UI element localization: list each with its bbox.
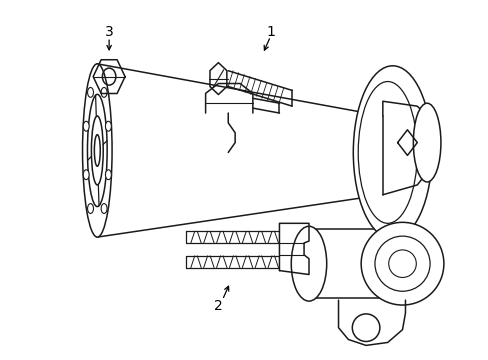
- Ellipse shape: [352, 66, 431, 239]
- Ellipse shape: [361, 222, 443, 305]
- Text: 3: 3: [104, 25, 113, 39]
- Ellipse shape: [412, 103, 440, 182]
- Ellipse shape: [351, 314, 379, 342]
- Ellipse shape: [105, 121, 111, 131]
- Ellipse shape: [291, 226, 326, 301]
- Text: 2: 2: [214, 299, 223, 313]
- Ellipse shape: [87, 204, 93, 213]
- Ellipse shape: [87, 87, 93, 97]
- Ellipse shape: [101, 87, 107, 97]
- Ellipse shape: [87, 94, 107, 207]
- Ellipse shape: [83, 121, 89, 131]
- Ellipse shape: [82, 64, 112, 237]
- Text: 1: 1: [265, 25, 274, 39]
- Ellipse shape: [101, 204, 107, 213]
- Ellipse shape: [83, 170, 89, 180]
- Ellipse shape: [105, 170, 111, 180]
